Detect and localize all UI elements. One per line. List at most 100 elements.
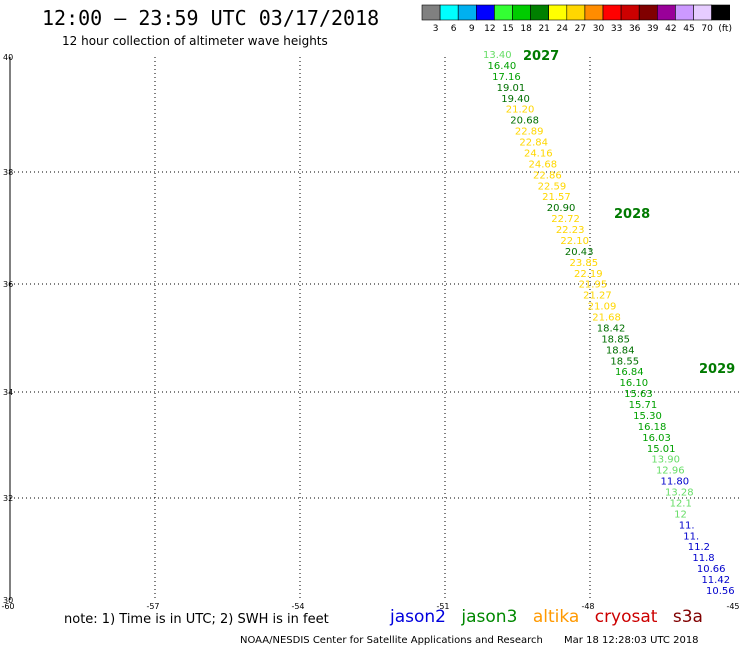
wave-height-label: 16.18 xyxy=(638,422,667,433)
wave-height-label: 18.42 xyxy=(597,323,626,334)
wave-height-label: 16.40 xyxy=(488,61,517,72)
lat-tick-label: 38 xyxy=(3,168,13,177)
track-id-label: 2027 xyxy=(523,49,559,64)
legend-label: 6 xyxy=(451,24,457,34)
footer: NOAA/NESDIS Center for Satellite Applica… xyxy=(240,635,699,646)
legend-label: 9 xyxy=(469,24,475,34)
lat-lon-grid xyxy=(9,57,740,600)
legend-swatch xyxy=(656,4,676,21)
wave-height-label: 13.90 xyxy=(651,455,680,466)
track-id-label: 2029 xyxy=(699,362,735,377)
wave-height-label: 11. xyxy=(683,531,699,542)
legend-label: 12 xyxy=(484,24,495,34)
wave-height-label: 21.57 xyxy=(542,192,571,203)
wave-height-label: 22.72 xyxy=(551,214,580,225)
legend-label: 36 xyxy=(629,24,641,34)
wave-height-label: 19.01 xyxy=(497,83,526,94)
wave-height-label: 16.03 xyxy=(642,433,671,444)
satellite-altika: altika xyxy=(532,607,580,627)
wave-height-label: 21.09 xyxy=(588,302,617,313)
satellite-jason3: jason3 xyxy=(461,607,518,627)
wave-height-label: 10.56 xyxy=(706,586,735,597)
lon-tick-label: -60 xyxy=(1,602,14,611)
footer-org: NOAA/NESDIS Center for Satellite Applica… xyxy=(240,635,543,646)
axis-tick-labels: 40 38 36 34 32 30-60 -57 -54 -51 -48 -45 xyxy=(1,53,739,611)
wave-height-label: 18.55 xyxy=(610,356,639,367)
wave-height-label: 24.16 xyxy=(524,148,553,159)
wave-height-label: 22.23 xyxy=(556,225,585,236)
footer-timestamp: Mar 18 12:28:03 UTC 2018 xyxy=(564,635,699,646)
legend-swatch xyxy=(548,4,568,21)
wave-height-label: 15.30 xyxy=(633,411,662,422)
wave-height-label: 15.63 xyxy=(624,389,653,400)
lat-tick-label: 32 xyxy=(3,494,13,503)
note-text: note: 1) Time is in UTC; 2) SWH is in fe… xyxy=(64,612,329,627)
wave-height-label: 23.85 xyxy=(569,258,598,269)
lon-tick-label: -45 xyxy=(726,602,739,611)
legend-label: (ft) xyxy=(718,24,732,34)
lat-tick-label: 36 xyxy=(3,280,13,289)
wave-height-label: 13.40 xyxy=(483,50,512,61)
legend-label: 15 xyxy=(502,24,513,34)
wave-height-label: 16.10 xyxy=(620,378,649,389)
legend-swatch xyxy=(439,4,459,21)
legend-swatch xyxy=(475,4,495,21)
legend-swatch xyxy=(512,4,531,21)
map-title: 12:00 – 23:59 UTC 03/17/2018 xyxy=(42,6,380,30)
legend-label: 45 xyxy=(683,24,694,34)
wave-height-label: 13.28 xyxy=(665,488,694,499)
wave-height-label: 18.84 xyxy=(606,345,635,356)
wave-height-label: 17.16 xyxy=(492,72,521,83)
wave-height-label: 22.19 xyxy=(574,269,603,280)
legend-swatch xyxy=(711,4,730,21)
legend-label: 39 xyxy=(647,24,659,34)
wave-height-label: 15.01 xyxy=(647,444,676,455)
wave-height-label: 21.95 xyxy=(579,280,608,291)
map-subtitle: 12 hour collection of altimeter wave hei… xyxy=(62,34,328,48)
wave-height-label: 20.43 xyxy=(565,247,594,258)
lat-tick-label: 40 xyxy=(3,53,13,62)
wave-height-label: 19.40 xyxy=(501,94,530,105)
track-labels: 2027 2028 2029 xyxy=(523,49,735,377)
legend-swatch xyxy=(530,4,549,21)
wave-height-label: 12 xyxy=(674,509,687,520)
legend-label: 18 xyxy=(520,24,532,34)
satellite-s3a: s3a xyxy=(672,607,703,627)
wave-height-label: 20.68 xyxy=(510,116,539,127)
satellite-legend: jason2 jason3 altika cryosat s3a xyxy=(390,607,713,627)
lon-tick-label: -54 xyxy=(291,602,304,611)
lon-tick-label: -57 xyxy=(146,602,159,611)
wave-height-observations: 13.4016.4017.1619.0119.4021.2020.6822.89… xyxy=(483,50,735,597)
legend-label: 70 xyxy=(701,24,713,34)
legend-label: 30 xyxy=(593,24,605,34)
lat-tick-label: 34 xyxy=(3,388,13,397)
legend-label: 27 xyxy=(575,24,586,34)
wave-height-label: 15.71 xyxy=(629,400,658,411)
legend-label: 24 xyxy=(557,24,569,34)
lon-tick-label: -48 xyxy=(581,602,594,611)
wave-height-label: 16.84 xyxy=(615,367,644,378)
satellite-cryosat: cryosat xyxy=(594,607,658,627)
lat-tick-label: 30 xyxy=(3,596,13,605)
legend-swatch xyxy=(620,4,640,21)
legend-label: 33 xyxy=(611,24,622,34)
legend-label: 42 xyxy=(665,24,676,34)
wave-height-label: 24.68 xyxy=(529,159,558,170)
track-id-label: 2028 xyxy=(614,207,650,222)
lon-tick-label: -51 xyxy=(436,602,449,611)
wave-height-label: 11.8 xyxy=(692,553,714,564)
wave-height-label: 22.10 xyxy=(560,236,589,247)
wave-height-label: 11.80 xyxy=(660,477,689,488)
legend-label: 3 xyxy=(433,24,439,34)
wave-height-label: 11.42 xyxy=(701,575,730,586)
satellite-jason2: jason2 xyxy=(390,607,446,627)
color-legend: 3 6 9 12 15 18 21 24 27 30 33 36 39 42 45 70 (ft) xyxy=(421,4,732,34)
legend-swatch xyxy=(566,4,586,21)
wave-height-label: 22.59 xyxy=(538,181,567,192)
wave-height-label: 21.27 xyxy=(583,291,612,302)
legend-swatch xyxy=(421,4,441,21)
wave-height-label: 18.85 xyxy=(601,334,630,345)
legend-swatch xyxy=(457,4,477,21)
legend-swatch xyxy=(638,4,658,21)
